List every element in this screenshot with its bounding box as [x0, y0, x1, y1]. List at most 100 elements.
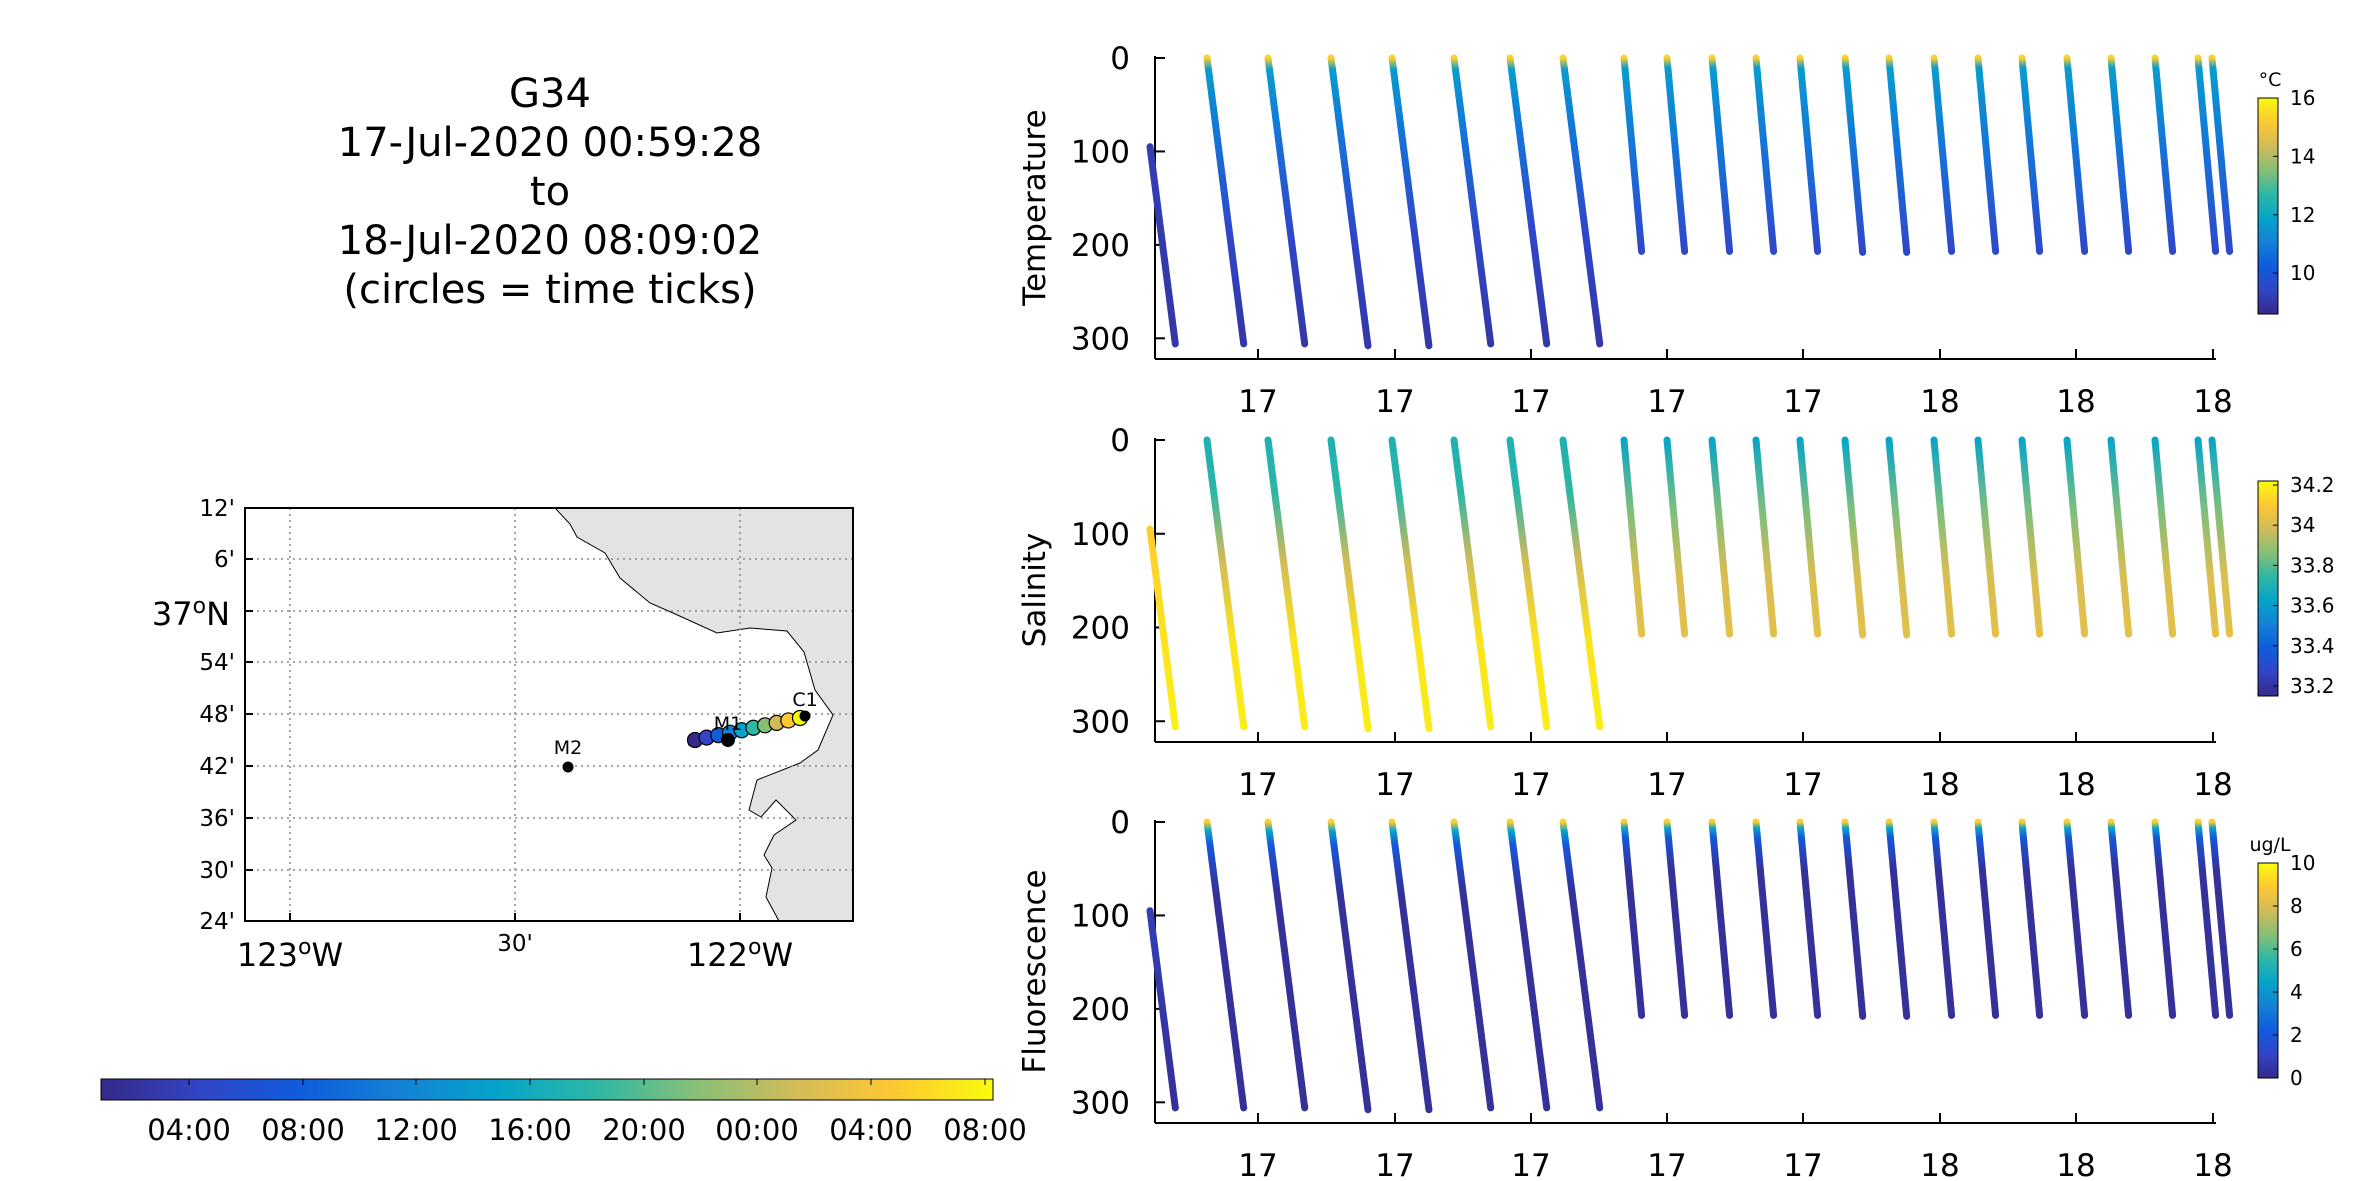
x-tick-label: 17 — [1647, 767, 1686, 803]
figure-title: G34 17-Jul-2020 00:59:28 to 18-Jul-2020 … — [250, 70, 850, 315]
colorbar-tick-label: 34 — [2290, 513, 2315, 537]
profile-12 — [1752, 436, 1778, 638]
profile-22 — [2194, 436, 2220, 638]
y-tick-label: 300 — [1071, 704, 1130, 740]
x-tick-label: 18 — [2056, 384, 2095, 420]
map-lat-label: 48' — [199, 702, 235, 728]
map-lat-label: 12' — [199, 496, 235, 522]
profile-15 — [1885, 54, 1911, 256]
profile-16 — [1930, 818, 1956, 1019]
y-tick-label: 100 — [1071, 898, 1130, 934]
profile-2 — [1203, 436, 1248, 731]
colorbar-tick-label: 33.2 — [2290, 674, 2335, 698]
profile-15 — [1885, 818, 1911, 1020]
y-tick-label: 300 — [1071, 1085, 1130, 1121]
profile-5 — [1388, 436, 1433, 733]
station-label-c1: C1 — [792, 689, 817, 711]
profile-17 — [1974, 54, 2000, 255]
profile-3 — [1264, 436, 1309, 731]
profile-17 — [1974, 436, 2000, 638]
profile-16 — [1930, 436, 1956, 638]
colorbar-tick-label: 10 — [2290, 261, 2315, 285]
profile-6 — [1450, 818, 1495, 1112]
profile-19 — [2063, 818, 2089, 1019]
x-tick-label: 18 — [2193, 384, 2232, 420]
profile-21 — [2151, 436, 2177, 638]
time-colorbar-tick-label: 16:00 — [488, 1113, 572, 1147]
profile-16 — [1930, 54, 1956, 255]
profile-1 — [1146, 143, 1179, 348]
profile-21 — [2151, 818, 2177, 1019]
title-to: to — [529, 169, 571, 215]
land-coastline — [553, 507, 854, 922]
profile-15 — [1885, 436, 1911, 639]
station-marker — [799, 710, 811, 722]
x-tick-label: 18 — [1920, 767, 1959, 803]
map-lat-label: 54' — [199, 650, 235, 676]
time-colorbar-tick-label: 08:00 — [943, 1113, 1027, 1147]
x-tick-label: 17 — [1647, 1148, 1686, 1181]
y-tick-label: 0 — [1110, 41, 1130, 77]
station-label-m1: M1 — [714, 713, 742, 735]
y-tick-label: 200 — [1071, 992, 1130, 1028]
x-tick-label: 17 — [1783, 767, 1822, 803]
y-axis-label: Salinity — [1017, 533, 1053, 648]
x-tick-label: 17 — [1238, 384, 1277, 420]
colorbar-tick-label: 4 — [2290, 980, 2303, 1004]
x-tick-label: 17 — [1511, 384, 1550, 420]
x-tick-label: 17 — [1783, 384, 1822, 420]
profile-17 — [1974, 818, 2000, 1019]
time-colorbar-tick-label: 20:00 — [602, 1113, 686, 1147]
profile-20 — [2107, 54, 2133, 255]
profile-9 — [1620, 54, 1646, 255]
y-tick-label: 0 — [1110, 805, 1130, 841]
y-tick-label: 100 — [1071, 134, 1130, 170]
profile-19 — [2063, 436, 2089, 638]
profile-13 — [1796, 54, 1822, 255]
colorbar-tick-label: 33.8 — [2290, 553, 2335, 577]
time-colorbar-tick-label: 04:00 — [829, 1113, 913, 1147]
colorbar-tick-label: 10 — [2290, 851, 2315, 875]
map-lat-label: 36' — [199, 806, 235, 832]
profile-14 — [1841, 54, 1867, 256]
y-tick-label: 200 — [1071, 611, 1130, 647]
station-marker — [562, 761, 574, 773]
profile-4 — [1327, 818, 1372, 1114]
x-tick-label: 17 — [1238, 1148, 1277, 1181]
station-label-m2: M2 — [554, 737, 582, 759]
profile-22 — [2194, 54, 2220, 255]
profile-8 — [1559, 818, 1604, 1112]
map-lat-label: 42' — [199, 754, 235, 780]
profile-6 — [1450, 436, 1495, 731]
colorbar-tick-label: 6 — [2290, 937, 2303, 961]
title-end-time: 18-Jul-2020 08:09:02 — [337, 218, 763, 264]
profile-7 — [1506, 54, 1551, 348]
time-colorbar-tick-label: 12:00 — [374, 1113, 458, 1147]
time-colorbar-tick-label: 00:00 — [715, 1113, 799, 1147]
profile-1 — [1146, 907, 1179, 1112]
colorbar-unit: ug/L — [2249, 834, 2291, 856]
profile-2 — [1203, 818, 1248, 1112]
map-lon-label: 30' — [497, 931, 533, 957]
colorbar — [2257, 862, 2279, 1079]
title-note: (circles = time ticks) — [343, 267, 757, 313]
profile-8 — [1559, 54, 1604, 348]
title-glider: G34 — [509, 71, 591, 117]
x-tick-label: 17 — [1238, 767, 1277, 803]
profile-2 — [1203, 54, 1248, 348]
colorbar-tick-label: 14 — [2290, 144, 2315, 168]
map-lat-label: 24' — [199, 909, 235, 935]
profile-10 — [1663, 818, 1689, 1019]
y-tick-label: 100 — [1071, 517, 1130, 553]
map-lat-label: 6' — [214, 547, 235, 573]
y-axis-label: Fluorescence — [1017, 869, 1053, 1073]
profile-19 — [2063, 54, 2089, 255]
time-colorbar-tick-label: 04:00 — [147, 1113, 231, 1147]
x-tick-label: 17 — [1375, 384, 1414, 420]
profile-8 — [1559, 436, 1604, 731]
profile-18 — [2018, 436, 2044, 638]
profile-13 — [1796, 436, 1822, 638]
profile-10 — [1663, 436, 1689, 638]
time-colorbar-tick-label: 08:00 — [261, 1113, 345, 1147]
